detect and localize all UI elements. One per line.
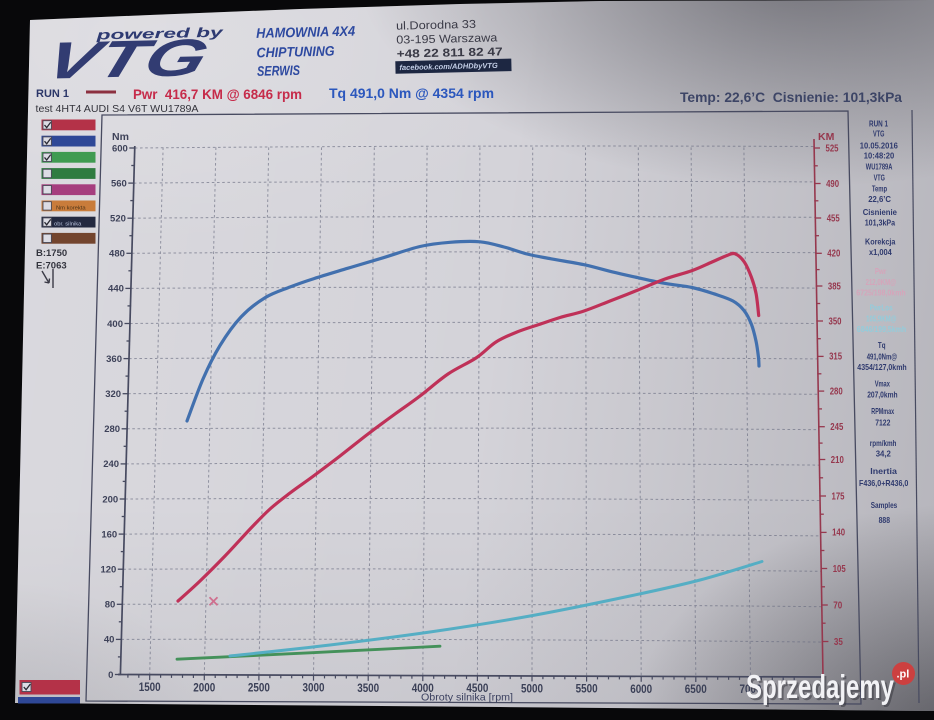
svg-text:RUN 1: RUN 1 bbox=[869, 120, 888, 129]
svg-text:Pwr: Pwr bbox=[875, 267, 887, 276]
svg-text:x1,004: x1,004 bbox=[869, 248, 892, 257]
svg-text:80: 80 bbox=[105, 600, 116, 611]
svg-text:2500: 2500 bbox=[248, 681, 270, 695]
svg-text:Pwr 416,7 KM @ 6846 rpm: Pwr 416,7 KM @ 6846 rpm bbox=[133, 86, 302, 102]
svg-text:Temp: 22,6’C Cisnienie: 101,3: Temp: 22,6’C Cisnienie: 101,3kPa bbox=[680, 90, 902, 105]
svg-text:Tq 491,0 Nm @ 4354 rpm: Tq 491,0 Nm @ 4354 rpm bbox=[329, 85, 494, 101]
svg-text:Samples: Samples bbox=[871, 501, 898, 510]
svg-text:22,6’C: 22,6’C bbox=[868, 195, 891, 204]
svg-text:obr. silnika: obr. silnika bbox=[54, 222, 82, 228]
svg-text:888: 888 bbox=[879, 516, 891, 525]
svg-text:VTG: VTG bbox=[874, 174, 885, 183]
svg-text:200: 200 bbox=[102, 494, 118, 505]
svg-text:Nm korekta: Nm korekta bbox=[56, 205, 86, 211]
svg-text:10.05.2016: 10.05.2016 bbox=[860, 142, 898, 151]
svg-text:360: 360 bbox=[106, 354, 122, 365]
svg-text:facebook.com/ADHDbyVTG: facebook.com/ADHDbyVTG bbox=[399, 61, 498, 72]
svg-text:03-195 Warszawa: 03-195 Warszawa bbox=[396, 32, 498, 46]
svg-text:420: 420 bbox=[827, 249, 840, 260]
svg-text:rpm/kmh: rpm/kmh bbox=[870, 439, 897, 448]
svg-text:E:7063: E:7063 bbox=[36, 261, 67, 272]
svg-text:test 4HT4 AUDI S4 V6T WU1789A: test 4HT4 AUDI S4 V6T WU1789A bbox=[36, 104, 199, 115]
svg-text:490: 490 bbox=[826, 179, 839, 190]
svg-text:.pl: .pl bbox=[897, 669, 910, 681]
svg-text:560: 560 bbox=[111, 178, 127, 189]
svg-text:+48 22 811 82 47: +48 22 811 82 47 bbox=[397, 46, 503, 60]
svg-text:Korekcja: Korekcja bbox=[865, 237, 896, 246]
svg-text:491,0Nm@: 491,0Nm@ bbox=[867, 352, 897, 361]
svg-text:5500: 5500 bbox=[576, 682, 598, 696]
svg-text:212,0KM@: 212,0KM@ bbox=[866, 278, 896, 287]
svg-text:5000: 5000 bbox=[521, 681, 543, 695]
svg-text:525: 525 bbox=[826, 143, 839, 154]
svg-text:3000: 3000 bbox=[303, 681, 325, 695]
svg-text:6846/199,5kmh: 6846/199,5kmh bbox=[857, 325, 906, 334]
svg-text:210: 210 bbox=[831, 455, 844, 466]
svg-text:Tq: Tq bbox=[878, 341, 886, 350]
svg-text:385: 385 bbox=[828, 281, 841, 292]
svg-text:400: 400 bbox=[107, 319, 123, 330]
svg-text:2000: 2000 bbox=[193, 680, 215, 694]
svg-text:160: 160 bbox=[101, 529, 117, 540]
svg-text:F436,0+R436,0: F436,0+R436,0 bbox=[859, 479, 909, 488]
svg-text:440: 440 bbox=[108, 284, 124, 295]
svg-text:Temp: Temp bbox=[872, 185, 887, 194]
svg-text:101,3kPa: 101,3kPa bbox=[865, 219, 896, 228]
svg-text:3500: 3500 bbox=[357, 681, 379, 695]
svg-text:600: 600 bbox=[112, 143, 128, 154]
svg-text:4354/127,0kmh: 4354/127,0kmh bbox=[857, 363, 906, 372]
svg-text:4000: 4000 bbox=[412, 681, 434, 695]
svg-text:140: 140 bbox=[832, 528, 845, 539]
svg-text:7000: 7000 bbox=[740, 682, 762, 696]
svg-text:105: 105 bbox=[833, 564, 846, 575]
svg-text:RUN 1: RUN 1 bbox=[36, 88, 69, 100]
svg-text:120: 120 bbox=[100, 565, 116, 576]
svg-text:KM: KM bbox=[818, 131, 835, 143]
svg-text:280: 280 bbox=[830, 386, 843, 397]
svg-text:Sprzedajemy: Sprzedajemy bbox=[746, 668, 894, 705]
svg-text:70: 70 bbox=[833, 600, 842, 611]
svg-text:VTG: VTG bbox=[873, 130, 884, 139]
svg-text:35: 35 bbox=[834, 637, 843, 648]
svg-text:455: 455 bbox=[827, 213, 840, 224]
svg-text:40: 40 bbox=[104, 635, 115, 646]
svg-text:34,2: 34,2 bbox=[876, 449, 892, 458]
svg-text:Vmax: Vmax bbox=[875, 379, 891, 388]
svg-text:Obroty silnika [rpm]: Obroty silnika [rpm] bbox=[421, 693, 513, 704]
svg-text:Cisnienie: Cisnienie bbox=[863, 208, 898, 217]
svg-text:6725/198,0kmh: 6725/198,0kmh bbox=[856, 288, 905, 297]
svg-text:315: 315 bbox=[829, 352, 842, 363]
svg-text:ul.Dorodna 33: ul.Dorodna 33 bbox=[396, 19, 476, 33]
svg-text:175: 175 bbox=[832, 491, 845, 502]
svg-text:6500: 6500 bbox=[685, 682, 707, 696]
svg-text:B:1750: B:1750 bbox=[36, 248, 67, 259]
svg-text:RPMmax: RPMmax bbox=[871, 407, 894, 416]
svg-text:VTG: VTG bbox=[38, 28, 215, 91]
svg-text:Inertia: Inertia bbox=[870, 467, 897, 476]
svg-text:280: 280 bbox=[104, 424, 120, 435]
svg-text:207,0kmh: 207,0kmh bbox=[867, 391, 897, 400]
svg-text:HAMOWNIA 4X4: HAMOWNIA 4X4 bbox=[256, 24, 356, 41]
svg-text:WU1789A: WU1789A bbox=[866, 162, 893, 171]
svg-text:240: 240 bbox=[103, 459, 119, 470]
svg-text:480: 480 bbox=[109, 249, 125, 260]
svg-text:10:48:20: 10:48:20 bbox=[864, 152, 895, 161]
svg-text:CHIPTUNING: CHIPTUNING bbox=[256, 44, 335, 61]
svg-text:Sprzedajemy: Sprzedajemy bbox=[748, 670, 896, 707]
svg-text:Nm: Nm bbox=[112, 131, 129, 143]
svg-text:powered by: powered by bbox=[95, 25, 225, 43]
svg-text:4500: 4500 bbox=[466, 681, 488, 695]
svg-text:SERWIS: SERWIS bbox=[257, 63, 301, 79]
svg-text:PwrLos: PwrLos bbox=[870, 303, 893, 312]
svg-text:1500: 1500 bbox=[139, 680, 161, 694]
svg-text:7122: 7122 bbox=[875, 418, 891, 427]
svg-text:245: 245 bbox=[830, 422, 843, 433]
svg-text:6000: 6000 bbox=[630, 682, 652, 696]
svg-text:520: 520 bbox=[110, 214, 126, 225]
svg-text:0: 0 bbox=[108, 670, 113, 681]
svg-text:105,9KM@: 105,9KM@ bbox=[866, 315, 896, 324]
svg-text:350: 350 bbox=[829, 316, 842, 327]
svg-text:320: 320 bbox=[105, 389, 121, 400]
